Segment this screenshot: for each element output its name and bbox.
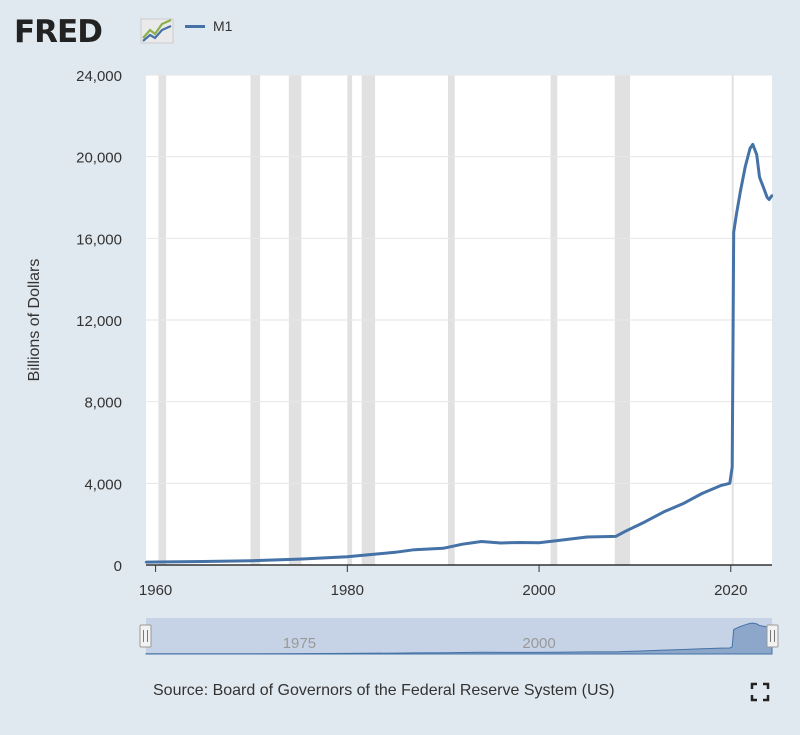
data-point (758, 175, 761, 179)
data-point (394, 551, 397, 554)
y-tick-label: 24,000 (76, 68, 122, 85)
data-point (755, 153, 758, 156)
data-point (681, 502, 685, 505)
y-tick-label: 8,000 (84, 395, 122, 412)
legend-label-m1: M1 (213, 18, 233, 34)
data-point (748, 147, 752, 150)
y-axis-title: Billions of Dollars (26, 259, 43, 382)
legend-swatch (185, 24, 205, 28)
x-tick-label: 1960 (139, 582, 172, 599)
x-tick-label: 2000 (522, 582, 555, 599)
data-point (461, 542, 464, 546)
data-point (732, 231, 735, 234)
data-point (662, 510, 665, 514)
data-point (537, 541, 541, 544)
navigator-tick-labels: 1975 2000 (283, 635, 556, 652)
series-line-m1 (145, 142, 774, 564)
line-chart-icon (140, 18, 174, 44)
navigator-series-area (145, 622, 773, 655)
series-points-m1 (144, 143, 774, 564)
data-point (346, 555, 349, 559)
legend[interactable]: M1 (185, 18, 232, 34)
navigator-tick-label: 1975 (283, 635, 316, 652)
navigator-tick-label: 2000 (522, 635, 555, 652)
gridlines-group (146, 74, 772, 484)
fullscreen-icon[interactable] (750, 682, 770, 702)
data-point (624, 530, 627, 533)
data-point (735, 212, 738, 216)
data-point (614, 535, 617, 538)
y-tick-label: 20,000 (76, 150, 122, 167)
navigator-selection[interactable] (146, 618, 772, 654)
data-point (250, 559, 253, 562)
chart: 0 4,000 8,000 12,000 16,000 20,000 24,000 1960… (26, 68, 779, 655)
navigator-handle-right[interactable] (766, 624, 779, 648)
data-point (499, 541, 502, 545)
x-tick-label: 1980 (331, 582, 364, 599)
data-point (585, 535, 589, 539)
data-point (643, 520, 646, 524)
data-point (766, 196, 769, 199)
data-point (743, 165, 747, 169)
x-tick-label: 2020 (714, 582, 747, 599)
data-point (719, 484, 723, 487)
y-tick-label: 12,000 (76, 313, 122, 330)
data-point (202, 560, 205, 563)
data-point (739, 190, 742, 193)
source-note: Source: Board of Governors of the Federa… (153, 682, 615, 699)
data-point (751, 143, 755, 146)
data-point (144, 560, 148, 564)
y-tick-label: 16,000 (76, 231, 122, 248)
data-point (728, 482, 732, 485)
data-point (762, 186, 765, 189)
data-point (731, 465, 734, 469)
data-point (767, 198, 771, 201)
data-point (413, 548, 416, 551)
data-point (480, 540, 483, 543)
fred-logo[interactable]: FRED (14, 14, 103, 50)
navigator-handle-left[interactable] (139, 624, 152, 648)
data-point (441, 547, 445, 550)
data-point (700, 492, 704, 495)
y-tick-label: 4,000 (84, 476, 122, 493)
x-axis-ticks: 1960 1980 2000 2020 (139, 565, 747, 599)
y-axis-tick-labels: 0 4,000 8,000 12,000 16,000 20,000 24,000 (76, 68, 122, 575)
y-tick-label: 0 (114, 558, 122, 575)
data-point (298, 557, 301, 561)
data-point (557, 539, 560, 542)
data-point (770, 194, 774, 197)
data-point (518, 541, 522, 544)
